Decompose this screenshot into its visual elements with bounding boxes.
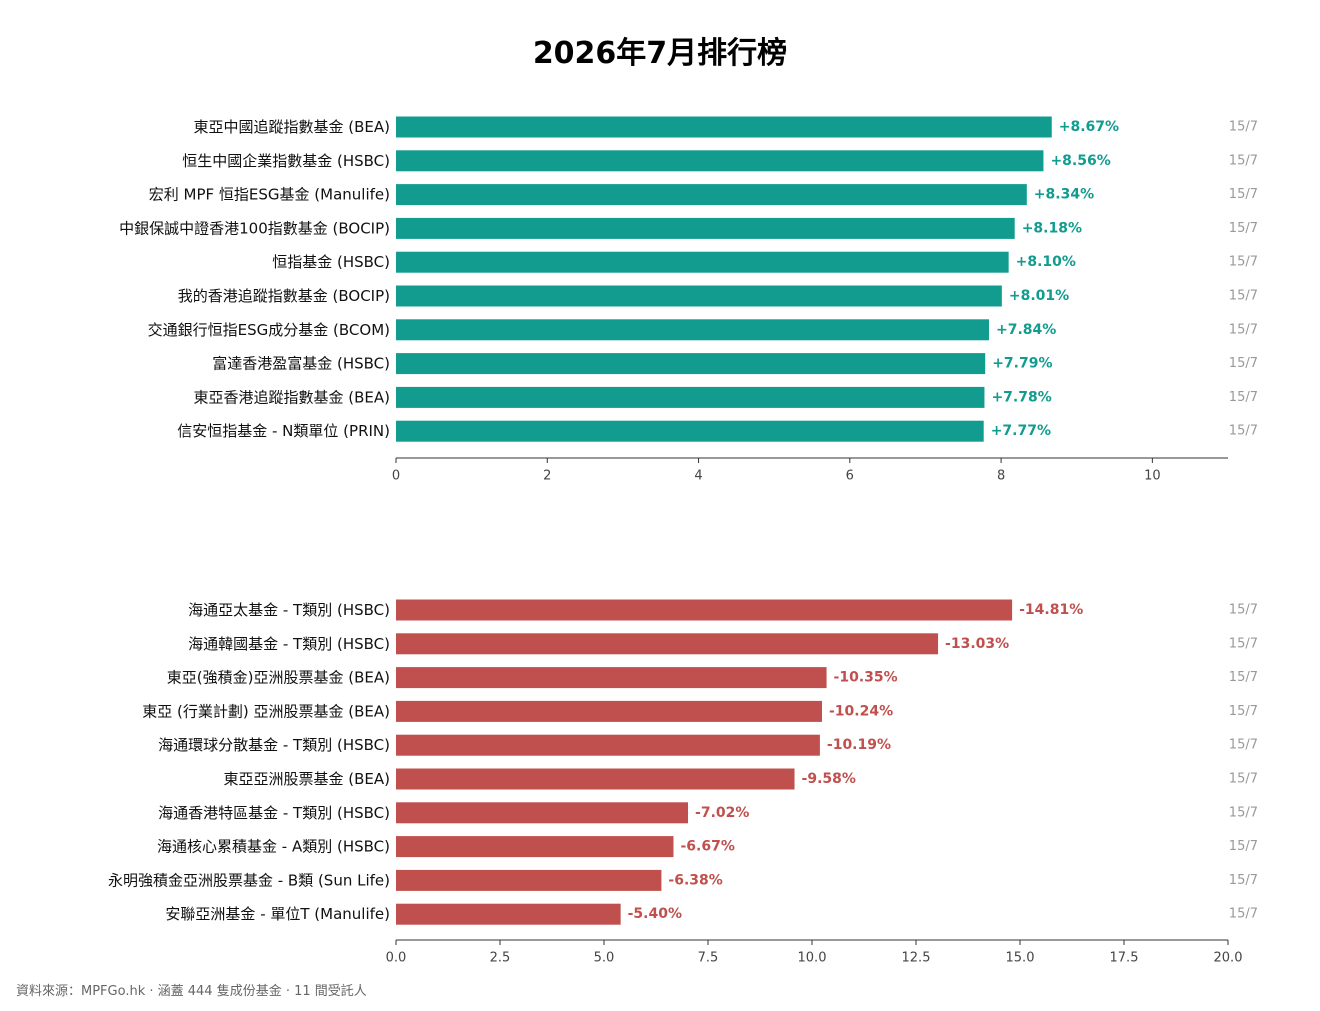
top-bar <box>396 251 1009 273</box>
top-category-label: 中銀保誠中證香港100指數基金 (BOCIP) <box>119 219 390 237</box>
bottom-value-label: -6.67% <box>680 839 734 855</box>
source-footer: 資料來源：MPFGo.hk · 涵蓋 444 隻成份基金 · 11 間受託人 <box>16 984 367 999</box>
top-category-label: 我的香港追蹤指數基金 (BOCIP) <box>178 287 390 305</box>
bottom-date-label: 15/7 <box>1229 805 1258 820</box>
bottom-category-label: 安聯亞洲基金 - 單位T (Manulife) <box>165 905 390 923</box>
top-x-tick-label: 10 <box>1144 469 1161 484</box>
top-category-label: 交通銀行恒指ESG成分基金 (BCOM) <box>148 321 390 339</box>
bottom-value-label: -5.40% <box>628 906 682 922</box>
bottom-value-label: -10.35% <box>834 670 898 686</box>
bottom-value-label: -14.81% <box>1019 602 1083 618</box>
bottom-x-tick-label: 12.5 <box>902 951 931 966</box>
bottom-category-label: 永明強積金亞洲股票基金 - B類 (Sun Life) <box>108 871 390 889</box>
bottom-x-tick-label: 5.0 <box>594 951 615 966</box>
bottom-x-tick-label: 7.5 <box>698 951 719 966</box>
bottom-date-label: 15/7 <box>1229 704 1258 719</box>
top-category-label: 東亞香港追蹤指數基金 (BEA) <box>193 388 390 406</box>
bottom-date-label: 15/7 <box>1229 839 1258 854</box>
bottom-value-label: -6.38% <box>668 872 722 888</box>
top-bar <box>396 116 1052 138</box>
top-value-label: +7.77% <box>991 423 1051 439</box>
top-date-label: 15/7 <box>1229 424 1258 439</box>
top-date-label: 15/7 <box>1229 356 1258 371</box>
top-value-label: +8.18% <box>1022 220 1082 236</box>
bottom-value-label: -10.24% <box>829 703 893 719</box>
top-value-label: +7.78% <box>991 389 1051 405</box>
bottom-x-tick-label: 10.0 <box>798 951 827 966</box>
top-date-label: 15/7 <box>1229 187 1258 202</box>
top-category-label: 宏利 MPF 恒指ESG基金 (Manulife) <box>149 186 390 204</box>
bottom-x-tick-label: 20.0 <box>1214 951 1243 966</box>
top-x-tick-label: 4 <box>694 469 702 484</box>
top-date-label: 15/7 <box>1229 153 1258 168</box>
top-x-tick-label: 8 <box>997 469 1005 484</box>
top-value-label: +8.56% <box>1050 153 1110 169</box>
bottom-category-label: 海通韓國基金 - T類別 (HSBC) <box>188 635 390 653</box>
top-bar <box>396 420 984 442</box>
top-value-label: +8.01% <box>1009 288 1069 304</box>
bottom-date-label: 15/7 <box>1229 603 1258 618</box>
top-x-tick-label: 6 <box>846 469 854 484</box>
bottom-bar <box>396 869 662 891</box>
top-category-label: 恒生中國企業指數基金 (HSBC) <box>182 152 390 170</box>
top-date-label: 15/7 <box>1229 255 1258 270</box>
top-bar <box>396 353 986 375</box>
bottom-bar <box>396 599 1013 621</box>
top-x-tick-label: 0 <box>392 469 400 484</box>
bottom-category-label: 海通核心累積基金 - A類別 (HSBC) <box>157 838 390 856</box>
top-value-label: +8.67% <box>1059 119 1119 135</box>
bottom-bar <box>396 802 689 824</box>
bottom-x-tick-label: 2.5 <box>490 951 511 966</box>
bottom-bar <box>396 734 820 756</box>
bottom-bar <box>396 836 674 858</box>
top-date-label: 15/7 <box>1229 322 1258 337</box>
top-category-label: 信安恒指基金 - N類單位 (PRIN) <box>177 422 390 440</box>
top-x-tick-label: 2 <box>543 469 551 484</box>
bottom-date-label: 15/7 <box>1229 907 1258 922</box>
bottom-category-label: 海通環球分散基金 - T類別 (HSBC) <box>158 736 390 754</box>
top-bar <box>396 319 989 341</box>
top-bar <box>396 150 1044 172</box>
top-category-label: 富達香港盈富基金 (HSBC) <box>212 355 390 373</box>
bottom-bar <box>396 700 822 722</box>
top-category-label: 恒指基金 (HSBC) <box>272 253 390 271</box>
top-date-label: 15/7 <box>1229 221 1258 236</box>
bottom-value-label: -7.02% <box>695 805 749 821</box>
bottom-x-tick-label: 0.0 <box>386 951 407 966</box>
top-value-label: +8.10% <box>1016 254 1076 270</box>
bottom-category-label: 東亞(強積金)亞洲股票基金 (BEA) <box>167 669 390 687</box>
bottom-date-label: 15/7 <box>1229 636 1258 651</box>
top-date-label: 15/7 <box>1229 120 1258 135</box>
bottom-value-label: -10.19% <box>827 737 891 753</box>
bottom-date-label: 15/7 <box>1229 772 1258 787</box>
top-bar <box>396 285 1002 307</box>
bottom-value-label: -13.03% <box>945 636 1009 652</box>
bottom-bar <box>396 667 827 689</box>
top-bar <box>396 217 1015 239</box>
bottom-date-label: 15/7 <box>1229 873 1258 888</box>
top-value-label: +7.84% <box>996 322 1056 338</box>
bottom-category-label: 海通亞太基金 - T類別 (HSBC) <box>188 601 390 619</box>
top-value-label: +7.79% <box>992 356 1052 372</box>
bottom-category-label: 海通香港特區基金 - T類別 (HSBC) <box>158 804 390 822</box>
top-value-label: +8.34% <box>1034 187 1094 203</box>
bottom-date-label: 15/7 <box>1229 738 1258 753</box>
bottom-x-tick-label: 15.0 <box>1006 951 1035 966</box>
bottom-bar <box>396 903 621 925</box>
bottom-value-label: -9.58% <box>802 771 856 787</box>
bottom-date-label: 15/7 <box>1229 670 1258 685</box>
top-date-label: 15/7 <box>1229 289 1258 304</box>
bottom-category-label: 東亞亞洲股票基金 (BEA) <box>223 770 390 788</box>
top-category-label: 東亞中國追蹤指數基金 (BEA) <box>193 118 390 136</box>
top-date-label: 15/7 <box>1229 390 1258 405</box>
top-bar <box>396 184 1027 206</box>
bottom-bar <box>396 633 939 655</box>
top-bar <box>396 386 985 408</box>
bottom-x-tick-label: 17.5 <box>1110 951 1139 966</box>
bottom-category-label: 東亞 (行業計劃) 亞洲股票基金 (BEA) <box>142 702 390 720</box>
bottom-bar <box>396 768 795 790</box>
page-title: 2026年7月排行榜 <box>532 36 788 71</box>
